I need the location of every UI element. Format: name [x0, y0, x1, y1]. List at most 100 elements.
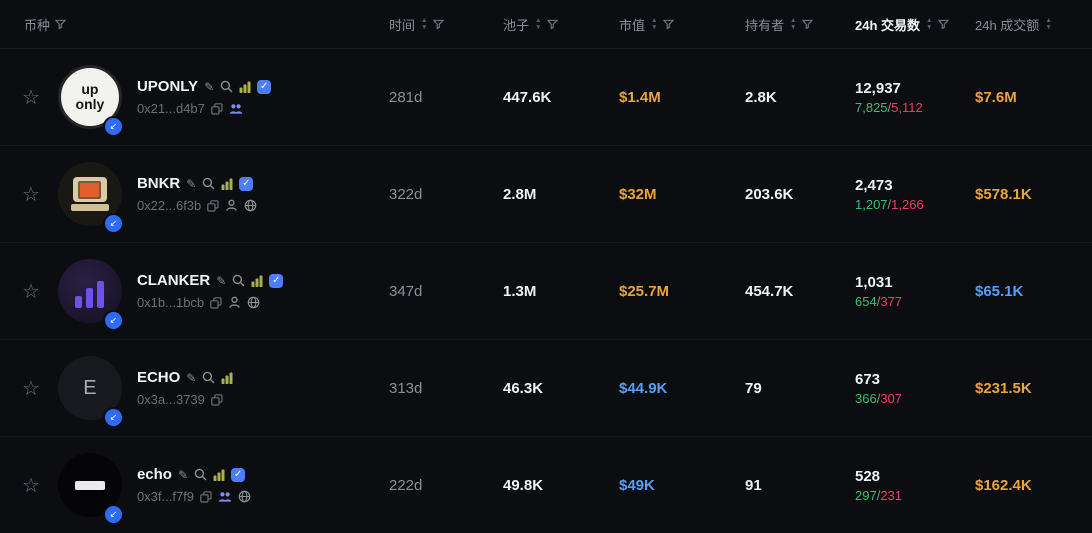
chart-bars-icon[interactable] — [213, 469, 225, 481]
holders-count: 2.8K — [745, 88, 777, 106]
token-name[interactable]: BNKR — [136, 175, 181, 192]
favorite-star-icon[interactable]: ☆ — [22, 280, 40, 303]
filter-icon[interactable] — [802, 19, 814, 30]
edit-icon[interactable]: ✎ — [204, 79, 215, 94]
col-header-token[interactable]: 币种 — [0, 15, 383, 34]
pool-size: 49.8K — [503, 476, 544, 494]
token-name[interactable]: echo — [136, 466, 172, 483]
token-avatar[interactable]: up only ↙ — [57, 65, 124, 137]
sort-icon: ▲ ▼ — [790, 16, 797, 31]
verified-badge-icon: ✓ — [257, 79, 272, 94]
chart-bars-icon[interactable] — [239, 81, 251, 93]
txns-total: 1,031 — [855, 273, 893, 291]
edit-icon[interactable]: ✎ — [186, 176, 197, 191]
copy-icon[interactable] — [210, 296, 222, 309]
table-row[interactable]: ☆ up only ↙ UPONLY ✎ ✓ 0x2 — [0, 49, 1092, 146]
copy-icon[interactable] — [200, 490, 212, 503]
person-icon[interactable] — [228, 296, 241, 309]
txns-buys: 7,825 — [855, 99, 888, 115]
filter-icon[interactable] — [433, 19, 445, 30]
sort-icon: ▲ ▼ — [651, 16, 658, 31]
col-header-holders[interactable]: 持有者 ▲ ▼ — [739, 15, 849, 34]
token-name[interactable]: ECHO — [136, 369, 181, 386]
token-avatar[interactable]: ↙ — [57, 162, 124, 234]
filter-icon[interactable] — [55, 19, 67, 30]
token-address: 0x3a...3739 — [136, 392, 205, 407]
market-cap-value: $49K — [619, 476, 655, 494]
txns-separator: / — [876, 293, 881, 309]
txns-buys: 1,207 — [855, 196, 888, 212]
globe-icon[interactable] — [244, 199, 257, 212]
token-age: 347d — [389, 282, 423, 300]
token-name[interactable]: UPONLY — [136, 78, 199, 95]
favorite-star-icon[interactable]: ☆ — [22, 183, 40, 206]
txns-cell: 2,473 1,207/1,266 — [849, 177, 969, 212]
sort-icon: ▲ ▼ — [1045, 16, 1052, 31]
holders-count: 91 — [745, 476, 762, 494]
filter-icon[interactable] — [663, 19, 675, 30]
group-icon[interactable] — [218, 491, 232, 503]
token-cell: ☆ ↙ BNKR ✎ ✓ 0x22...6f3b — [0, 162, 383, 234]
col-header-volume-label: 24h 成交额 — [975, 17, 1040, 33]
globe-icon[interactable] — [247, 296, 260, 309]
market-cap-value: $32M — [619, 185, 657, 203]
copy-icon[interactable] — [207, 199, 219, 212]
token-address: 0x3f...f7f9 — [136, 489, 195, 504]
col-header-txns[interactable]: 24h 交易数 ▲ ▼ — [849, 15, 969, 34]
volume-value: $65.1K — [975, 282, 1024, 300]
edit-icon[interactable]: ✎ — [177, 467, 189, 482]
token-name[interactable]: CLANKER — [136, 272, 211, 289]
person-icon[interactable] — [225, 199, 238, 212]
filter-icon[interactable] — [547, 19, 559, 30]
table-row[interactable]: ☆ E ↙ ECHO ✎ 0x3a...3739 — [0, 340, 1092, 437]
market-cap-value: $44.9K — [619, 379, 668, 397]
globe-icon[interactable] — [238, 490, 251, 503]
table-row[interactable]: ☆ ↙ BNKR ✎ ✓ 0x22...6f3b — [0, 146, 1092, 243]
token-avatar-art: up only — [57, 65, 122, 129]
txns-separator: / — [887, 99, 892, 115]
verified-badge-icon: ✓ — [269, 273, 284, 288]
favorite-star-icon[interactable]: ☆ — [22, 474, 40, 497]
filter-icon[interactable] — [938, 19, 950, 30]
edit-icon[interactable]: ✎ — [186, 370, 197, 385]
chain-badge-icon: ↙ — [102, 213, 124, 234]
search-icon[interactable] — [220, 80, 233, 93]
copy-icon[interactable] — [211, 102, 223, 115]
token-info: echo ✎ ✓ 0x3f...f7f9 — [137, 466, 251, 504]
col-header-mcap-label: 市值 — [619, 17, 646, 33]
txns-buys: 297 — [855, 487, 877, 503]
token-address: 0x21...d4b7 — [136, 101, 205, 116]
copy-icon[interactable] — [211, 393, 223, 406]
chart-bars-icon[interactable] — [221, 178, 233, 190]
token-avatar[interactable]: ↙ — [57, 453, 124, 525]
token-avatar[interactable]: E ↙ — [57, 356, 124, 428]
txns-sells: 231 — [880, 487, 903, 503]
txns-buys: 366 — [855, 390, 877, 406]
col-header-token-label: 币种 — [24, 17, 51, 33]
col-header-mcap[interactable]: 市值 ▲ ▼ — [613, 15, 739, 34]
search-icon[interactable] — [232, 274, 245, 287]
volume-value: $231.5K — [975, 379, 1032, 397]
token-age: 281d — [389, 88, 423, 106]
chart-bars-icon[interactable] — [251, 275, 263, 287]
txns-total: 528 — [855, 467, 881, 485]
col-header-time[interactable]: 时间 ▲ ▼ — [383, 15, 497, 34]
col-header-volume[interactable]: 24h 成交额 ▲ ▼ — [969, 15, 1092, 34]
favorite-star-icon[interactable]: ☆ — [22, 86, 40, 109]
search-icon[interactable] — [194, 468, 207, 481]
token-info: CLANKER ✎ ✓ 0x1b...1bcb — [136, 272, 284, 310]
edit-icon[interactable]: ✎ — [216, 273, 227, 288]
table-row[interactable]: ☆ ↙ CLANKER ✎ ✓ 0x1b...1b — [0, 243, 1092, 340]
col-header-pool[interactable]: 池子 ▲ ▼ — [497, 15, 613, 34]
pool-size: 46.3K — [503, 379, 544, 397]
group-icon[interactable] — [229, 103, 243, 115]
search-icon[interactable] — [202, 371, 215, 384]
col-header-pool-label: 池子 — [503, 17, 530, 33]
table-row[interactable]: ☆ ↙ echo ✎ ✓ 0x3f...f7f9 — [0, 437, 1092, 533]
token-avatar[interactable]: ↙ — [57, 259, 124, 331]
chart-bars-icon[interactable] — [221, 372, 233, 384]
search-icon[interactable] — [202, 177, 215, 190]
txns-sells: 5,112 — [891, 99, 923, 115]
favorite-star-icon[interactable]: ☆ — [22, 377, 40, 400]
